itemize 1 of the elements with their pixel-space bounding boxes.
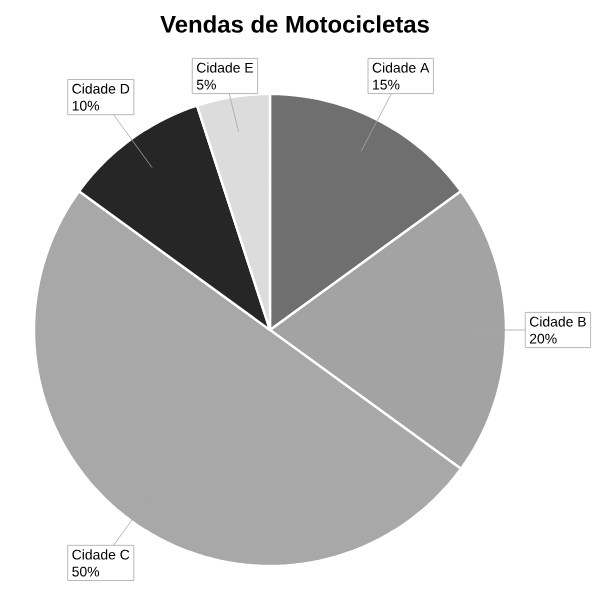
chart-title: Vendas de Motocicletas — [160, 15, 429, 33]
